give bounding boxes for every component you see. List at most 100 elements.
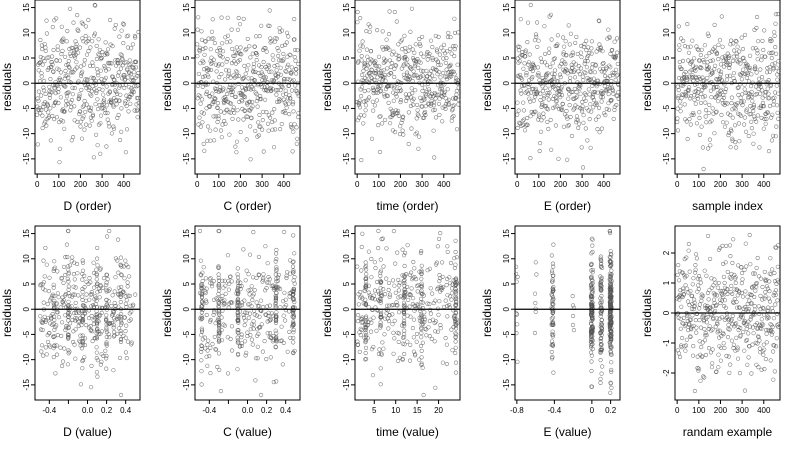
- data-point: [67, 263, 73, 268]
- data-point: [580, 109, 585, 114]
- data-point: [44, 123, 49, 128]
- data-point: [61, 119, 66, 124]
- data-point: [731, 71, 736, 76]
- data-point: [55, 269, 60, 274]
- data-point: [598, 48, 603, 53]
- x-tick-label: 100: [212, 180, 226, 189]
- data-point: [728, 254, 733, 259]
- data-point: [47, 92, 52, 97]
- data-point: [258, 96, 264, 102]
- data-point: [540, 89, 545, 94]
- data-point: [726, 322, 731, 327]
- data-point: [363, 301, 368, 306]
- data-point: [746, 319, 751, 324]
- data-point: [203, 346, 208, 351]
- data-point: [762, 296, 767, 301]
- data-point: [420, 321, 426, 327]
- data-point: [95, 70, 100, 75]
- data-point: [372, 103, 377, 108]
- data-point: [89, 118, 94, 123]
- data-point: [214, 347, 219, 352]
- data-point: [235, 288, 240, 293]
- data-point: [756, 274, 762, 279]
- data-point: [675, 119, 680, 125]
- data-point: [266, 280, 271, 285]
- data-point: [67, 65, 72, 70]
- data-point: [123, 335, 128, 340]
- data-point: [685, 286, 690, 291]
- data-point: [528, 114, 533, 119]
- data-point: [454, 280, 459, 285]
- data-point: [721, 92, 726, 98]
- data-point: [751, 131, 756, 136]
- data-point: [228, 101, 233, 106]
- data-point: [366, 58, 371, 63]
- data-point: [589, 384, 594, 389]
- data-point: [723, 305, 728, 310]
- data-point: [292, 47, 298, 53]
- data-point: [736, 121, 741, 126]
- data-point: [603, 73, 608, 79]
- y-tick-label: -10: [182, 127, 191, 139]
- data-point: [749, 89, 754, 94]
- y-tick-label: 10: [22, 254, 31, 263]
- data-point: [124, 298, 129, 303]
- data-point: [94, 296, 99, 301]
- data-point: [434, 262, 439, 267]
- data-point: [521, 117, 526, 122]
- data-point: [573, 62, 578, 67]
- data-point: [235, 340, 240, 345]
- data-point: [95, 374, 100, 379]
- data-point: [414, 116, 419, 121]
- data-point: [726, 354, 731, 359]
- points-e-order: [515, 2, 621, 170]
- data-point: [772, 290, 777, 295]
- data-point: [72, 311, 77, 316]
- data-point: [550, 302, 556, 307]
- data-point: [418, 343, 424, 349]
- data-point: [216, 322, 221, 327]
- data-point: [92, 31, 98, 36]
- data-point: [292, 17, 297, 22]
- data-point: [523, 90, 528, 95]
- data-point: [378, 312, 383, 318]
- data-point: [41, 85, 46, 90]
- data-point: [452, 256, 457, 261]
- data-point: [384, 246, 389, 251]
- data-point: [453, 294, 458, 299]
- data-point: [676, 88, 681, 93]
- data-point: [43, 288, 48, 293]
- data-point: [727, 370, 732, 375]
- data-point: [579, 107, 584, 112]
- data-point: [112, 78, 117, 83]
- data-point: [219, 135, 224, 140]
- data-point: [399, 88, 404, 93]
- data-point: [698, 378, 703, 383]
- data-point: [89, 363, 94, 368]
- data-point: [525, 40, 530, 45]
- data-point: [116, 285, 121, 290]
- y-tick-label: -15: [502, 153, 511, 165]
- data-point: [48, 77, 53, 82]
- data-point: [599, 90, 604, 96]
- data-point: [552, 72, 557, 77]
- data-point: [268, 115, 273, 120]
- data-point: [524, 70, 529, 76]
- data-point: [258, 94, 263, 99]
- data-point: [401, 303, 406, 308]
- data-point: [441, 70, 446, 76]
- data-point: [40, 327, 45, 332]
- data-point: [599, 347, 604, 352]
- data-point: [698, 52, 703, 58]
- data-point: [359, 158, 364, 163]
- x-tick-label: -0.4: [42, 406, 56, 415]
- data-point: [692, 56, 697, 61]
- data-point: [595, 102, 600, 107]
- data-point: [609, 252, 614, 257]
- data-point: [112, 329, 117, 335]
- data-point: [602, 84, 607, 89]
- data-point: [521, 100, 526, 105]
- data-point: [226, 88, 231, 93]
- data-point: [125, 75, 130, 80]
- data-point: [274, 36, 279, 41]
